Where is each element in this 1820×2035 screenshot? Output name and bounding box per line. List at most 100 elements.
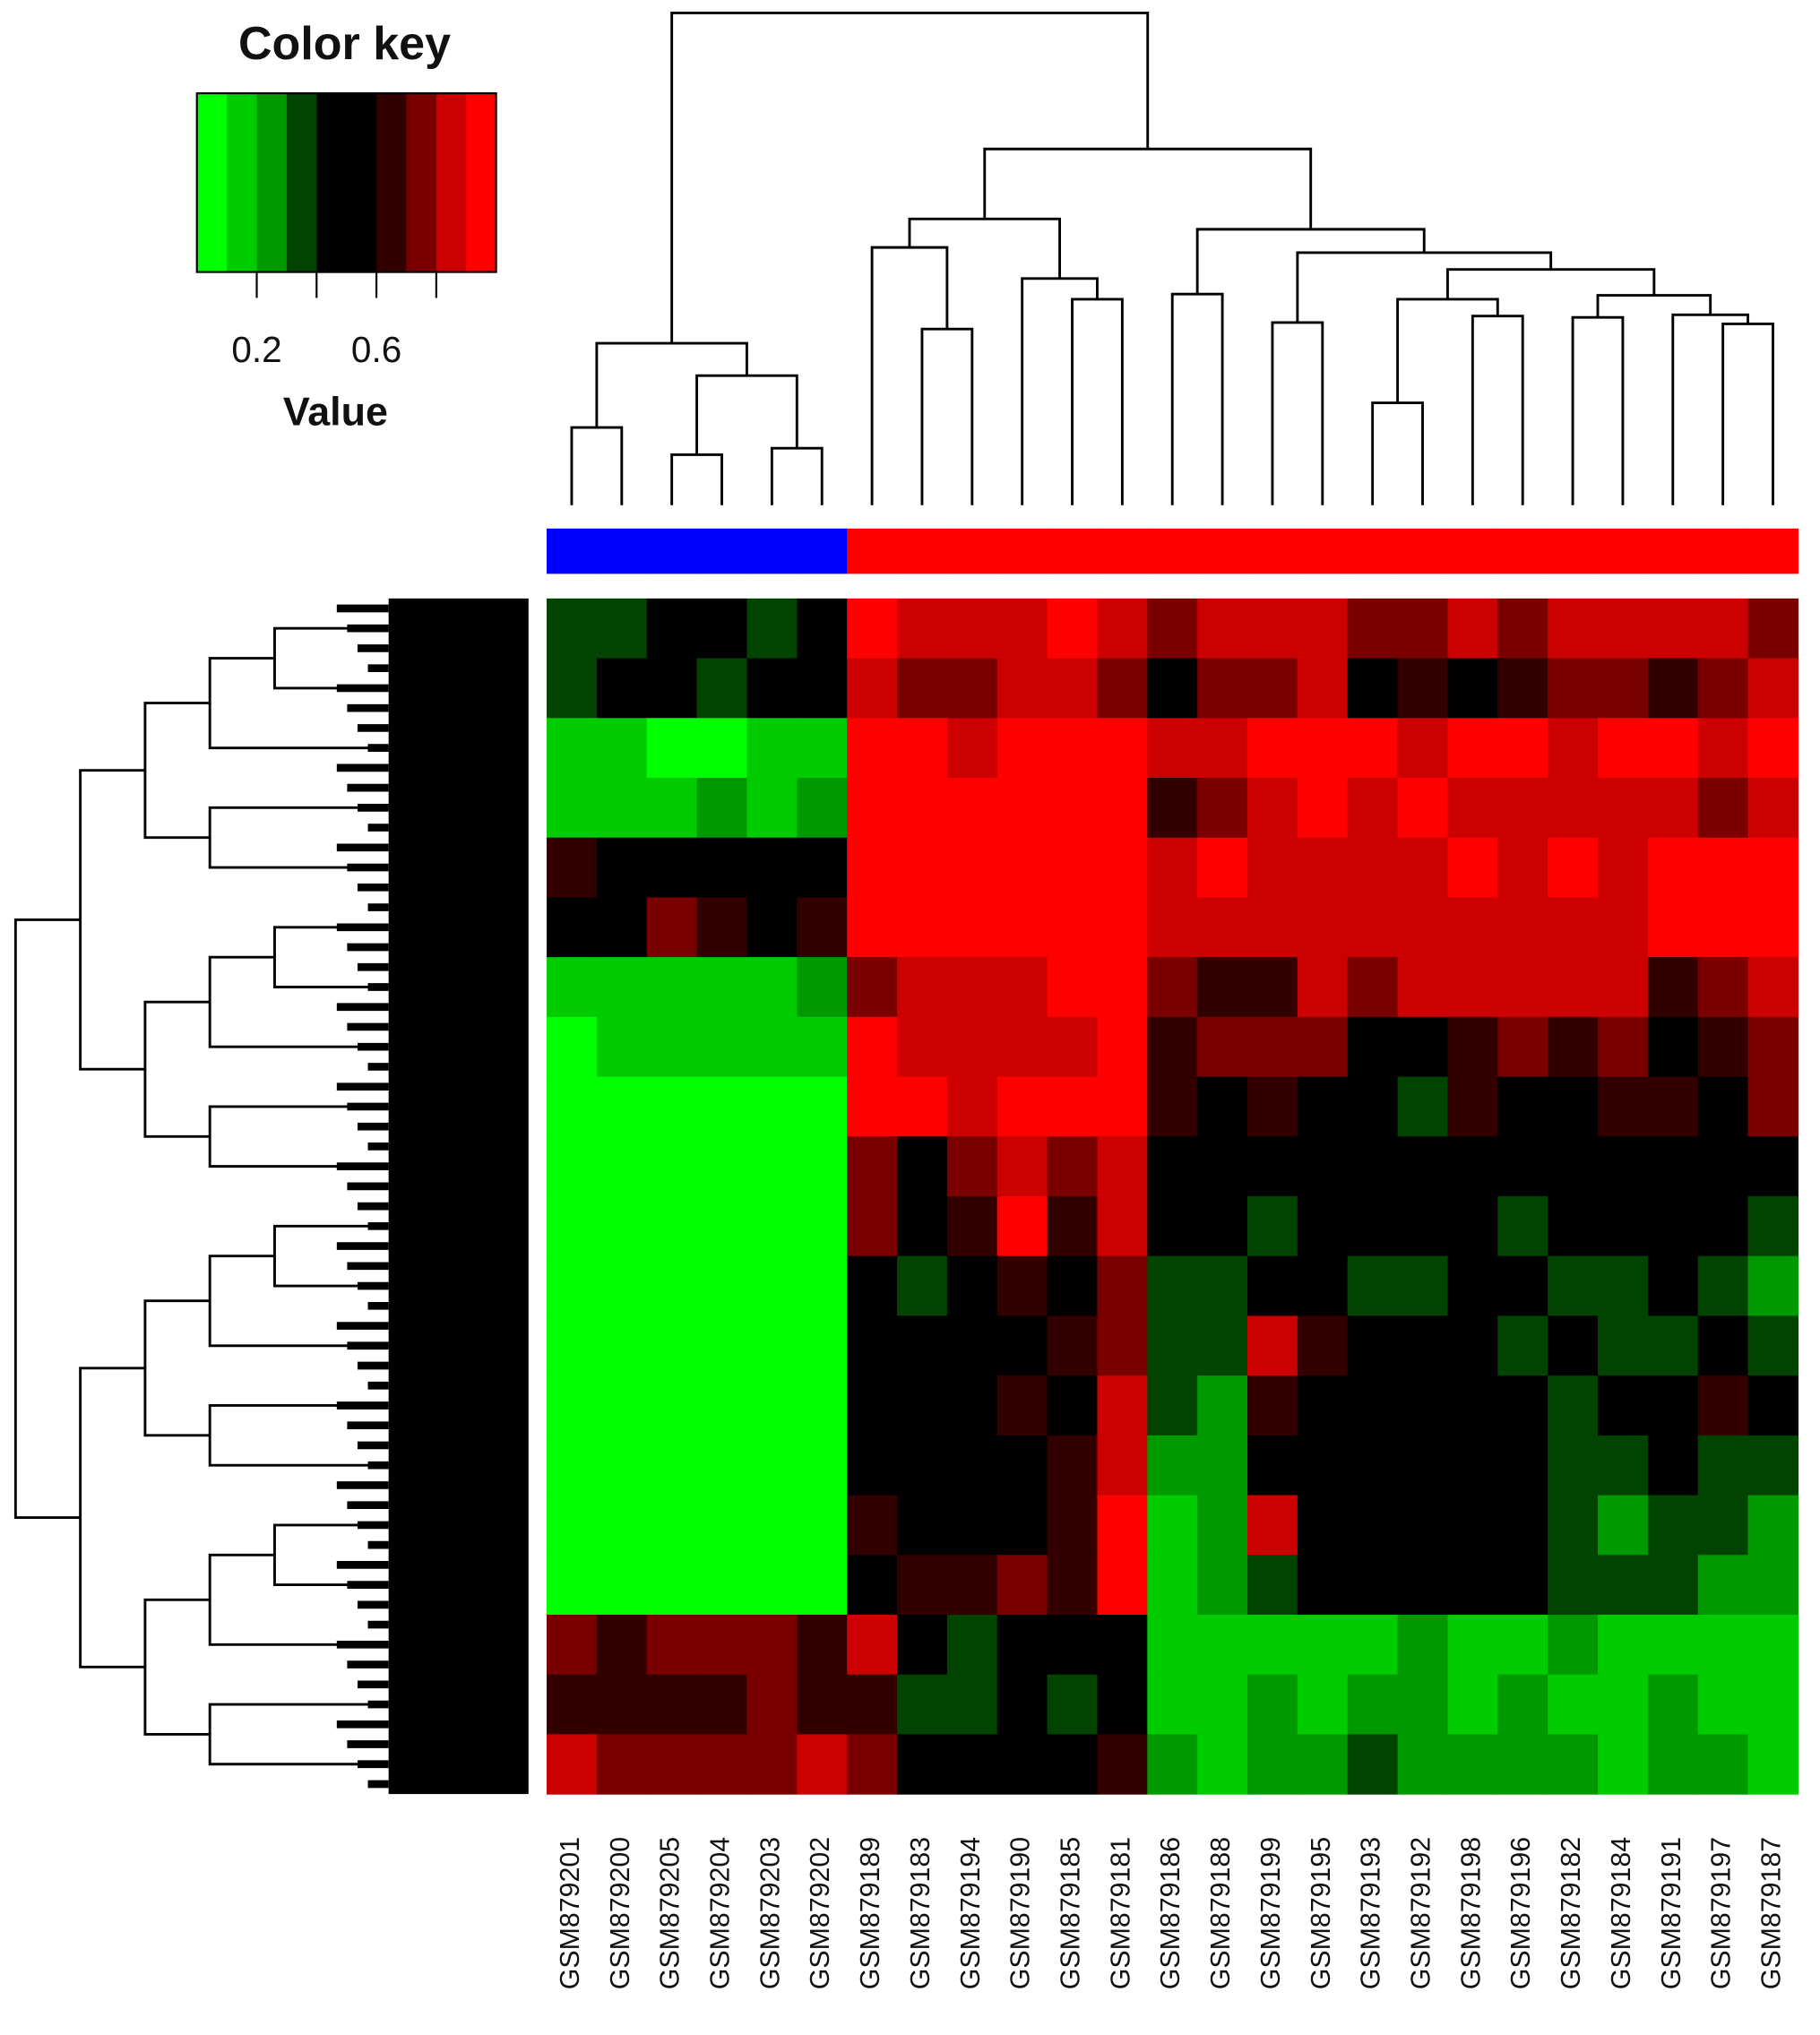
- heat-cell: [1397, 1315, 1449, 1376]
- heat-cell: [1047, 1315, 1099, 1376]
- key-tick-label: 0.2: [231, 329, 281, 370]
- heat-cell: [797, 1734, 848, 1795]
- heat-cell: [1147, 1255, 1198, 1316]
- heat-cell: [1347, 1076, 1399, 1137]
- heat-cell: [1397, 1495, 1449, 1556]
- heat-cell: [1747, 778, 1799, 839]
- heat-cell: [596, 1315, 648, 1376]
- heat-cell: [797, 1076, 848, 1137]
- heat-cell: [1197, 1195, 1248, 1257]
- heat-cell: [946, 598, 998, 660]
- heat-cell: [1247, 1315, 1298, 1376]
- heat-cell: [1197, 658, 1248, 719]
- heat-cell: [1347, 778, 1399, 839]
- heat-cell: [1598, 778, 1649, 839]
- column-label: GSM879202: [806, 1837, 835, 1989]
- heat-cell: [1747, 1555, 1799, 1616]
- heat-cell: [897, 1375, 948, 1436]
- heat-cell: [1147, 1555, 1198, 1616]
- heat-cell: [1097, 1614, 1148, 1676]
- heat-cell: [1297, 1195, 1349, 1257]
- heat-cell: [1647, 778, 1699, 839]
- heat-cell: [847, 897, 898, 958]
- heat-cell: [797, 1255, 848, 1316]
- heat-cell: [897, 1435, 948, 1496]
- heat-cell: [1697, 1674, 1749, 1735]
- heat-cell: [1548, 1076, 1599, 1137]
- heat-cell: [646, 1315, 698, 1376]
- heat-cell: [1598, 1375, 1649, 1436]
- heat-cell: [897, 1136, 948, 1197]
- heat-cell: [1397, 658, 1449, 719]
- heat-cell: [646, 718, 698, 779]
- column-label: GSM879190: [1006, 1837, 1036, 1989]
- heat-cell: [696, 1435, 748, 1496]
- heat-cell: [1197, 1315, 1248, 1376]
- heat-cell: [1497, 957, 1548, 1018]
- heat-cell: [1197, 837, 1248, 899]
- heat-cell: [1097, 1435, 1148, 1496]
- heat-cell: [1747, 1674, 1799, 1735]
- heat-cell: [1747, 1734, 1799, 1795]
- column-label: GSM879201: [556, 1837, 585, 1989]
- heat-cell: [1447, 1555, 1498, 1616]
- heat-cell: [1747, 598, 1799, 660]
- heat-cell: [1247, 1255, 1298, 1316]
- heat-cell: [1548, 957, 1599, 1018]
- heat-cell: [847, 1315, 898, 1376]
- side-color: [1247, 528, 1298, 574]
- heat-cell: [1247, 1375, 1298, 1436]
- heat-cell: [1647, 718, 1699, 779]
- heat-cell: [946, 897, 998, 958]
- heat-cell: [596, 1495, 648, 1556]
- heat-cell: [1297, 1315, 1349, 1376]
- heat-cell: [996, 598, 1048, 660]
- heat-cell: [1747, 1495, 1799, 1556]
- heat-cell: [897, 1195, 948, 1257]
- heat-cell: [1647, 1195, 1699, 1257]
- heat-cell: [696, 658, 748, 719]
- side-color: [797, 528, 848, 574]
- heat-cell: [1598, 957, 1649, 1018]
- heat-cell: [596, 658, 648, 719]
- side-color: [696, 528, 748, 574]
- heat-cell: [1747, 1076, 1799, 1137]
- heat-cell: [1647, 1674, 1699, 1735]
- heat-cell: [1697, 1195, 1749, 1257]
- heat-cell: [1197, 1375, 1248, 1436]
- heat-cell: [847, 1734, 898, 1795]
- heat-cell: [1447, 1315, 1498, 1376]
- heat-cell: [1447, 1614, 1498, 1676]
- heat-cell: [1697, 718, 1749, 779]
- heat-cell: [1147, 1614, 1198, 1676]
- heat-cell: [1497, 1555, 1548, 1616]
- heat-cell: [646, 1255, 698, 1316]
- heat-cell: [696, 1076, 748, 1137]
- heat-cell: [1247, 778, 1298, 839]
- heat-cell: [1147, 1016, 1198, 1078]
- heat-cell: [897, 897, 948, 958]
- key-bin: [466, 93, 497, 272]
- heat-cell: [1247, 1674, 1298, 1735]
- heat-cell: [746, 1674, 798, 1735]
- column-label: GSM879205: [656, 1837, 686, 1989]
- heat-cell: [946, 1255, 998, 1316]
- heat-cell: [1047, 897, 1099, 958]
- heat-cell: [1047, 1136, 1099, 1197]
- heat-cell: [1297, 1734, 1349, 1795]
- heat-cell: [1447, 1195, 1498, 1257]
- key-bin: [316, 93, 348, 272]
- heat-cell: [1297, 1674, 1349, 1735]
- heat-cell: [1297, 1435, 1349, 1496]
- heat-cell: [1647, 1555, 1699, 1616]
- heat-cell: [1397, 1255, 1449, 1316]
- heat-cell: [1047, 1674, 1099, 1735]
- heat-cell: [847, 1614, 898, 1676]
- heat-cell: [1397, 957, 1449, 1018]
- column-label: GSM879184: [1607, 1837, 1636, 1989]
- heat-cell: [746, 1255, 798, 1316]
- heat-cell: [696, 1136, 748, 1197]
- heat-cell: [1697, 1555, 1749, 1616]
- column-label: GSM879196: [1506, 1837, 1536, 1989]
- side-color: [1347, 528, 1399, 574]
